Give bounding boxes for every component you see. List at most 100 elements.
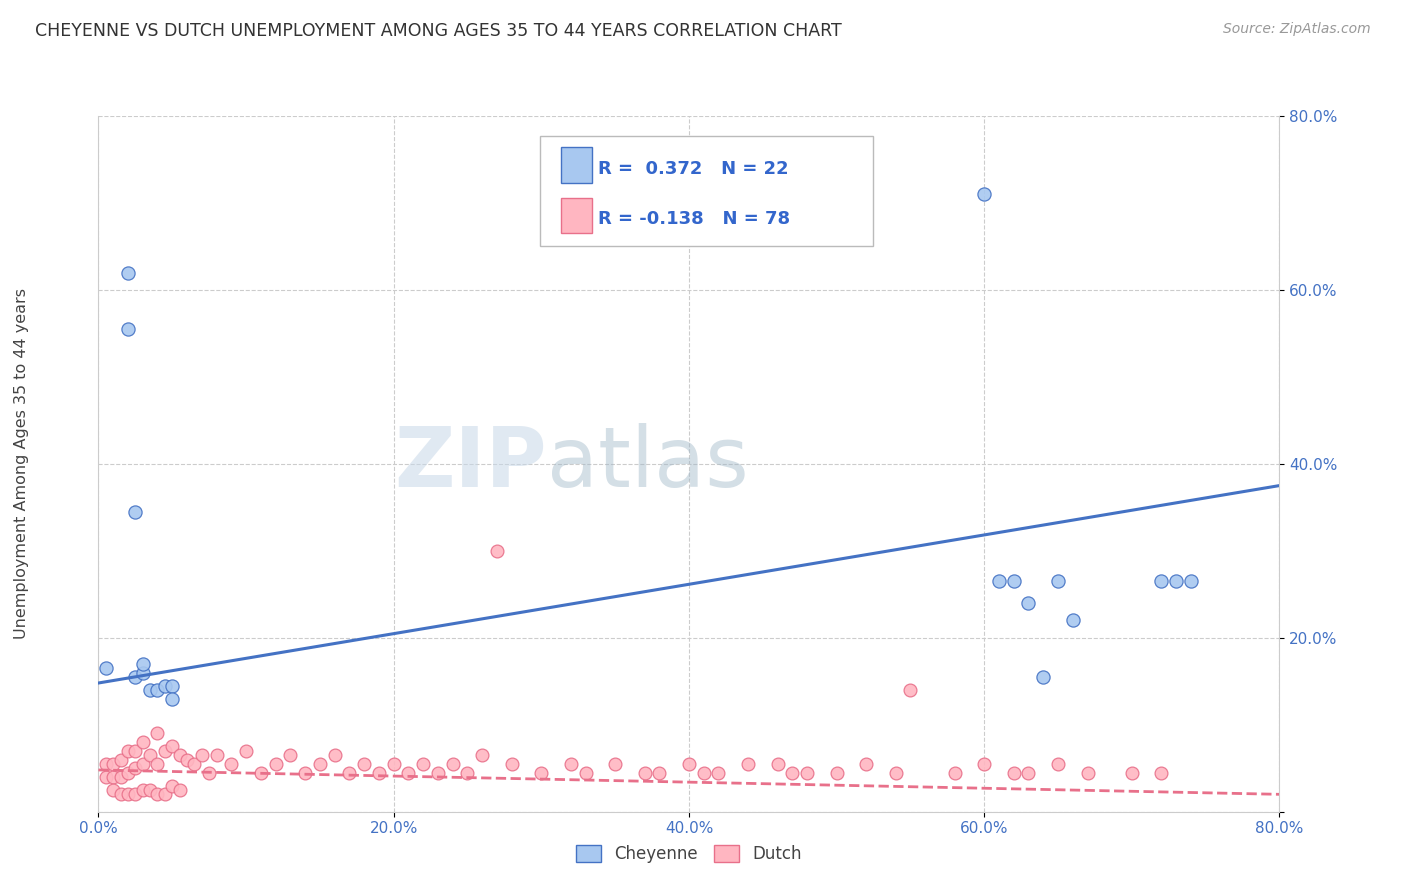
Point	[132, 665, 155, 680]
Point	[825, 765, 848, 780]
Point	[884, 765, 907, 780]
Point	[574, 765, 596, 780]
Point	[678, 756, 700, 771]
Point	[973, 187, 995, 202]
Point	[162, 679, 183, 693]
Point	[796, 765, 818, 780]
Legend: Cheyenne, Dutch: Cheyenne, Dutch	[569, 838, 808, 870]
Point	[1150, 574, 1173, 589]
Point	[117, 266, 139, 280]
Point	[132, 657, 155, 671]
Point	[501, 756, 523, 771]
Point	[900, 683, 922, 698]
Point	[737, 756, 759, 771]
Text: R =  0.372   N = 22: R = 0.372 N = 22	[598, 160, 789, 178]
Point	[94, 770, 117, 784]
Point	[124, 761, 146, 775]
Point	[396, 765, 419, 780]
Point	[1164, 574, 1187, 589]
Point	[110, 770, 132, 784]
Point	[1046, 756, 1069, 771]
Point	[117, 788, 139, 801]
Point	[648, 765, 671, 780]
Point	[766, 756, 789, 771]
Point	[1077, 765, 1099, 780]
Point	[560, 756, 582, 771]
Point	[1062, 614, 1084, 628]
Point	[441, 756, 464, 771]
Point	[264, 756, 287, 771]
Point	[139, 783, 162, 797]
Point	[471, 748, 494, 763]
Point	[1150, 765, 1173, 780]
Point	[1046, 574, 1069, 589]
Point	[855, 756, 877, 771]
Text: Unemployment Among Ages 35 to 44 years: Unemployment Among Ages 35 to 44 years	[14, 288, 28, 640]
Point	[117, 765, 139, 780]
Point	[943, 765, 966, 780]
Point	[132, 783, 155, 797]
Point	[153, 788, 176, 801]
Point	[427, 765, 450, 780]
Point	[153, 744, 176, 758]
Point	[323, 748, 346, 763]
Text: CHEYENNE VS DUTCH UNEMPLOYMENT AMONG AGES 35 TO 44 YEARS CORRELATION CHART: CHEYENNE VS DUTCH UNEMPLOYMENT AMONG AGE…	[35, 22, 842, 40]
Point	[235, 744, 257, 758]
Point	[117, 744, 139, 758]
Point	[486, 543, 509, 558]
Point	[139, 683, 162, 698]
Text: atlas: atlas	[547, 424, 749, 504]
Point	[530, 765, 553, 780]
Point	[191, 748, 214, 763]
Point	[782, 765, 804, 780]
Point	[117, 322, 139, 336]
Point	[707, 765, 730, 780]
Point	[605, 756, 627, 771]
Point	[124, 788, 146, 801]
Point	[139, 748, 162, 763]
Point	[146, 756, 169, 771]
Point	[183, 756, 205, 771]
Point	[205, 748, 228, 763]
Point	[382, 756, 405, 771]
Point	[110, 753, 132, 767]
Point	[198, 765, 221, 780]
Point	[132, 735, 155, 749]
Point	[337, 765, 360, 780]
Point	[153, 679, 176, 693]
Point	[176, 753, 198, 767]
Point	[110, 788, 132, 801]
Point	[169, 748, 191, 763]
Point	[294, 765, 316, 780]
Text: ZIP: ZIP	[395, 424, 547, 504]
Point	[132, 756, 155, 771]
Point	[103, 770, 125, 784]
Text: R = -0.138   N = 78: R = -0.138 N = 78	[598, 210, 790, 228]
Point	[309, 756, 332, 771]
Point	[412, 756, 434, 771]
Point	[146, 683, 169, 698]
Point	[162, 691, 183, 706]
Point	[162, 779, 183, 793]
Point	[124, 670, 146, 684]
Point	[1017, 596, 1039, 610]
Point	[1002, 765, 1025, 780]
Point	[146, 788, 169, 801]
Point	[693, 765, 716, 780]
Point	[353, 756, 375, 771]
Point	[278, 748, 302, 763]
Point	[973, 756, 995, 771]
Point	[987, 574, 1010, 589]
Point	[219, 756, 242, 771]
Point	[124, 505, 146, 519]
Text: Source: ZipAtlas.com: Source: ZipAtlas.com	[1223, 22, 1371, 37]
Point	[1002, 574, 1025, 589]
Point	[162, 739, 183, 754]
Point	[250, 765, 273, 780]
Point	[169, 783, 191, 797]
Point	[1121, 765, 1143, 780]
Point	[94, 756, 117, 771]
Point	[124, 744, 146, 758]
Point	[456, 765, 478, 780]
Point	[1017, 765, 1039, 780]
